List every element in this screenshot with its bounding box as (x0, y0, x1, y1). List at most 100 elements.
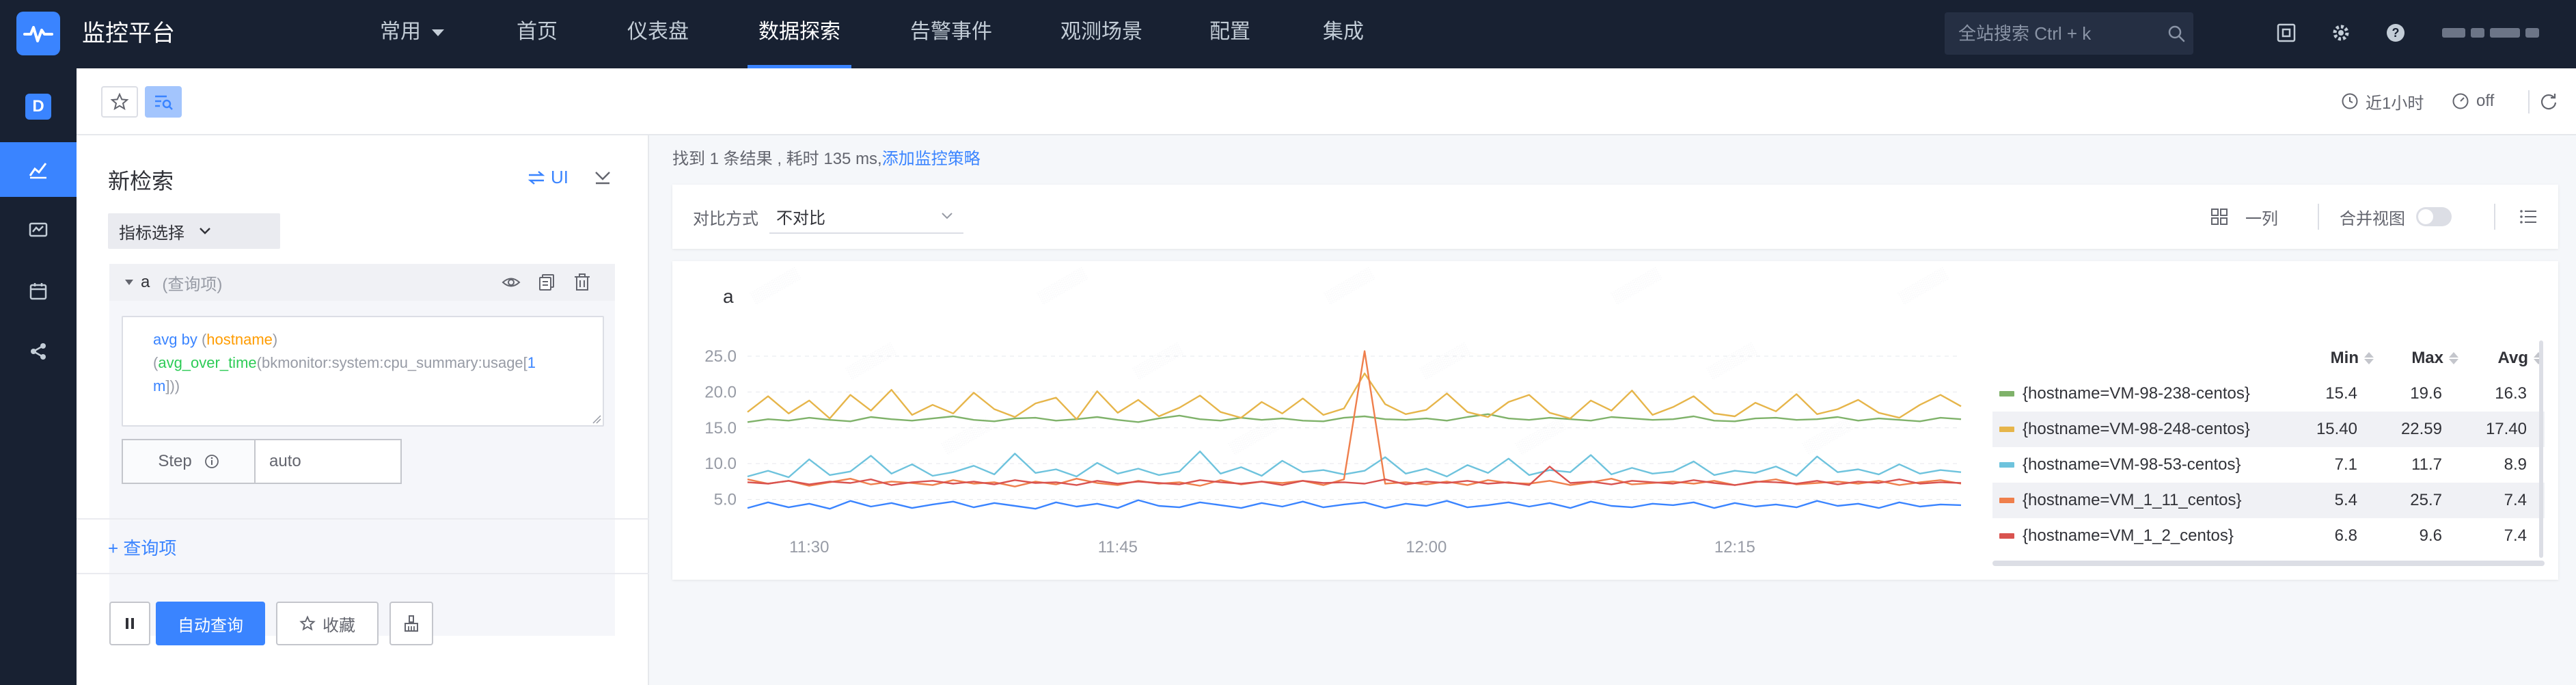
global-search-input[interactable] (1958, 23, 2156, 44)
legend-max-value: 19.6 (2410, 384, 2442, 403)
metric-select-dropdown[interactable]: 指标选择 (108, 213, 280, 249)
nav-item-dashboard[interactable]: 仪表盘 (627, 21, 689, 43)
legend-scrollbar-vertical[interactable] (2539, 340, 2543, 558)
step-setting: Step (122, 439, 402, 484)
legend-series-name[interactable]: {hostname=VM_1_2_centos} (1992, 526, 2289, 546)
legend-series-label: {hostname=VM-98-248-centos} (2023, 420, 2250, 438)
x-tick-label: 12:00 (1406, 538, 1447, 556)
info-icon[interactable] (204, 454, 219, 469)
auto-refresh-picker[interactable]: off (2452, 89, 2494, 113)
nav-item-integration[interactable]: 集成 (1323, 21, 1364, 43)
nav-item-home[interactable]: 首页 (517, 21, 558, 43)
app-logo[interactable] (16, 12, 60, 55)
line-chart[interactable]: ░░░░░░ ░░░░░░ ░░░░░░ ░░░░░░ ░░░░░░ ░░░░░░ ░░░░… (672, 261, 1984, 580)
metric-select-label: 指标选择 (119, 224, 184, 243)
refresh-interval-icon (2452, 93, 2469, 109)
legend-table: Min Max Avg {hostname=VM-98-238-centos} 1… (1992, 340, 2545, 554)
merge-view-toggle[interactable]: 合并视图 (2340, 204, 2452, 230)
favorite-label: 收藏 (323, 616, 355, 635)
nav-item-alarm-events[interactable]: 告警事件 (910, 21, 992, 43)
search-icon[interactable] (2167, 25, 2185, 42)
series-line[interactable] (747, 466, 1962, 486)
legend-swatch (1999, 391, 2014, 397)
promql-paren: ( (153, 354, 159, 371)
sort-max[interactable]: Max (2374, 349, 2458, 368)
compare-toolbar: 对比方式 不对比 一列 合并视图 (672, 185, 2558, 249)
chart-title: a (723, 286, 734, 307)
nav-item-common[interactable]: 常用 (380, 0, 446, 68)
layout-columns-button[interactable]: 一列 (2210, 204, 2278, 230)
time-range-picker[interactable]: 近1小时 (2341, 89, 2424, 113)
copy-icon[interactable] (537, 273, 556, 292)
series-line[interactable] (747, 499, 1962, 510)
legend-series-name[interactable]: {hostname=VM-98-248-centos} (1992, 420, 2289, 439)
add-favorite-button[interactable]: 收藏 (276, 602, 379, 645)
legend-avg-value: 7.4 (2504, 526, 2527, 545)
sort-caret-icon (2364, 352, 2374, 364)
event-explore-icon[interactable] (0, 264, 77, 319)
clear-query-button[interactable] (389, 602, 433, 645)
space-switcher[interactable]: D (0, 79, 77, 134)
star-icon (110, 92, 129, 111)
divider (2494, 204, 2495, 230)
divider (77, 573, 649, 574)
legend-row[interactable]: {hostname=VM_1_11_centos} 5.4 25.7 7.4 (1992, 483, 2545, 518)
query-item-header[interactable]: a (查询项) (109, 264, 615, 301)
log-explore-icon[interactable] (0, 202, 77, 257)
delete-icon[interactable] (573, 273, 592, 292)
series-line[interactable] (747, 451, 1962, 479)
legend-series-name[interactable]: {hostname=VM-98-238-centos} (1992, 384, 2289, 403)
legend-row[interactable]: {hostname=VM_1_2_centos} 6.8 9.6 7.4 (1992, 518, 2545, 554)
legend-swatch (1999, 498, 2014, 503)
eye-icon[interactable] (502, 273, 521, 292)
watermark: ░░░░░░ (1419, 342, 1471, 381)
query-item-sub: (查询项) (162, 275, 223, 294)
legend-series-name[interactable]: {hostname=VM-98-53-centos} (1992, 455, 2289, 474)
metric-explore-icon[interactable] (0, 142, 77, 197)
sort-avg[interactable]: Avg (2458, 349, 2543, 368)
resize-handle-icon[interactable] (592, 414, 601, 424)
ui-mode-toggle[interactable]: UI (527, 167, 568, 188)
legend-row[interactable]: {hostname=VM-98-248-centos} 15.40 22.59 17.… (1992, 412, 2545, 447)
series-line[interactable] (747, 372, 1962, 420)
query-history-button[interactable] (145, 86, 182, 118)
swap-icon (527, 170, 545, 185)
help-icon[interactable]: ? (2383, 21, 2408, 45)
watermark: ░░░░░░ (749, 267, 801, 306)
step-input[interactable] (256, 439, 402, 484)
add-policy-link[interactable]: 添加监控策略 (881, 150, 981, 168)
sort-min[interactable]: Min (2289, 349, 2374, 368)
promql-editor[interactable]: avg by (hostname) (avg_over_time(bkmonit… (122, 316, 604, 427)
watermark: ░░░░░░ (1705, 342, 1758, 381)
legend-header-max: Max (2411, 349, 2443, 367)
watermark: ░░░░░░ (940, 417, 993, 456)
watermark: ░░░░░░ (1514, 417, 1567, 456)
legend-max-value: 22.59 (2400, 420, 2442, 438)
refresh-button[interactable] (2539, 89, 2558, 113)
legend-series-name[interactable]: {hostname=VM_1_11_centos} (1992, 491, 2289, 510)
nav-item-config[interactable]: 配置 (1209, 21, 1250, 43)
nav-item-observe-scene[interactable]: 观测场景 (1060, 21, 1142, 43)
favorites-button[interactable] (101, 86, 138, 118)
screenshot-icon[interactable] (2274, 21, 2299, 45)
clock-icon (2342, 93, 2358, 109)
global-search[interactable] (1945, 12, 2193, 55)
legend-row[interactable]: {hostname=VM-98-53-centos} 7.1 11.7 8.9 (1992, 447, 2545, 483)
collapse-icon[interactable] (592, 165, 614, 187)
nav-item-data-explore[interactable]: 数据探索 (748, 0, 851, 68)
pause-button[interactable] (109, 602, 150, 645)
legend-header-min: Min (2330, 349, 2359, 367)
merge-view-switch[interactable] (2416, 207, 2452, 226)
add-query-item-button[interactable]: + 查询项 (108, 538, 177, 559)
promql-line: m])) (153, 375, 589, 398)
trace-explore-icon[interactable] (0, 324, 77, 379)
gear-icon[interactable] (2329, 21, 2353, 45)
auto-query-button[interactable]: 自动查询 (156, 602, 265, 645)
y-tick-label: 15.0 (704, 419, 737, 438)
user-menu[interactable] (2442, 21, 2549, 45)
list-view-icon[interactable] (2517, 205, 2540, 228)
legend-scrollbar-horizontal[interactable] (1992, 561, 2545, 566)
compare-mode-select[interactable]: 不对比 (769, 200, 963, 234)
caret-down-icon[interactable] (124, 278, 134, 286)
legend-row[interactable]: {hostname=VM-98-238-centos} 15.4 19.6 16.3 (1992, 376, 2545, 412)
